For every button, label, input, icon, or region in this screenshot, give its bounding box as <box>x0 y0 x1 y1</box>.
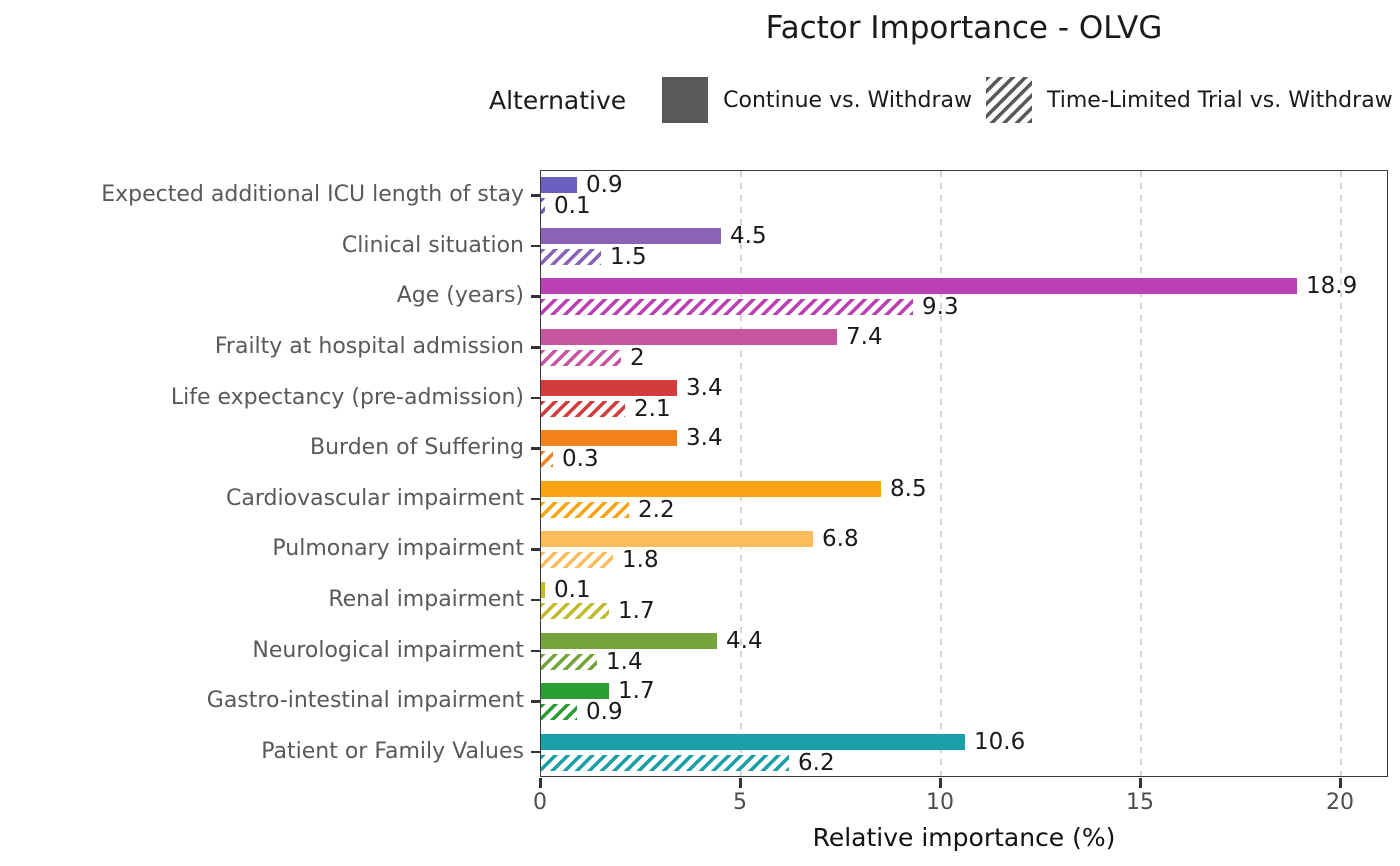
bar-solid-11 <box>541 683 609 700</box>
category-label-6: Burden of Suffering <box>310 435 524 461</box>
bar-hatched-9 <box>541 602 609 619</box>
bar-hatched-10 <box>541 653 597 670</box>
category-label-1: Expected additional ICU length of stay <box>101 182 524 208</box>
bar-solid-10 <box>541 632 717 649</box>
value-label-hatched-1: 0.1 <box>554 193 591 220</box>
value-label-hatched-4: 2 <box>630 345 645 372</box>
value-label-hatched-5: 2.1 <box>634 395 671 422</box>
bar-hatched-1 <box>541 198 545 215</box>
x-tick-20 <box>1339 778 1342 788</box>
y-tick-4 <box>531 346 540 349</box>
bar-solid-7 <box>541 480 881 497</box>
value-label-hatched-9: 1.7 <box>618 597 655 624</box>
value-label-hatched-11: 0.9 <box>586 699 623 726</box>
x-tick-10 <box>939 778 942 788</box>
legend: Alternative Continue vs. Withdraw Time-L… <box>489 76 1393 124</box>
legend-key-hatched-icon <box>986 77 1032 123</box>
value-label-hatched-10: 1.4 <box>606 648 643 675</box>
value-label-solid-3: 18.9 <box>1306 273 1358 300</box>
bar-solid-2 <box>541 227 721 244</box>
category-label-11: Gastro-intestinal impairment <box>206 688 524 714</box>
gridline-x-15 <box>1140 171 1142 776</box>
y-tick-6 <box>531 447 540 450</box>
bar-solid-12 <box>541 733 965 750</box>
category-label-4: Frailty at hospital admission <box>214 334 524 360</box>
chart-title: Factor Importance - OLVG <box>765 10 1163 46</box>
bar-hatched-7 <box>541 501 629 518</box>
x-tick-label-10: 10 <box>926 790 954 815</box>
y-tick-5 <box>531 396 540 400</box>
value-label-hatched-8: 1.8 <box>622 547 659 574</box>
value-label-hatched-7: 2.2 <box>638 496 675 523</box>
y-tick-12 <box>531 750 540 754</box>
x-tick-label-20: 20 <box>1326 790 1354 815</box>
value-label-hatched-2: 1.5 <box>610 243 647 270</box>
bar-hatched-3 <box>541 299 913 316</box>
value-label-solid-7: 8.5 <box>890 475 927 502</box>
x-tick-15 <box>1139 778 1142 788</box>
category-label-3: Age (years) <box>396 283 524 309</box>
value-label-hatched-6: 0.3 <box>562 446 599 473</box>
category-label-10: Neurological impairment <box>252 637 524 663</box>
x-tick-label-0: 0 <box>533 790 547 815</box>
bar-hatched-5 <box>541 400 625 417</box>
gridline-x-5 <box>740 171 742 776</box>
y-tick-10 <box>531 649 540 653</box>
category-label-8: Pulmonary impairment <box>272 536 524 562</box>
bar-solid-3 <box>541 278 1297 295</box>
value-label-solid-12: 10.6 <box>974 728 1026 755</box>
value-label-solid-10: 4.4 <box>726 627 763 654</box>
value-label-hatched-12: 6.2 <box>798 749 835 776</box>
legend-item-tlt-label: Time-Limited Trial vs. Withdraw <box>1047 87 1393 113</box>
y-tick-9 <box>531 598 540 602</box>
category-label-12: Patient or Family Values <box>261 738 524 764</box>
value-label-solid-6: 3.4 <box>686 425 723 452</box>
value-label-solid-1: 0.9 <box>586 172 623 199</box>
bar-hatched-11 <box>541 704 577 721</box>
legend-title: Alternative <box>489 85 627 115</box>
x-tick-0 <box>539 778 542 788</box>
bar-solid-8 <box>541 531 813 548</box>
x-tick-label-15: 15 <box>1126 790 1154 815</box>
x-tick-label-5: 5 <box>733 790 747 815</box>
gridline-x-20 <box>1340 171 1342 776</box>
y-tick-7 <box>531 497 540 501</box>
y-tick-11 <box>531 700 540 703</box>
legend-key-solid-icon <box>662 77 709 123</box>
value-label-solid-2: 4.5 <box>730 222 767 249</box>
value-label-solid-11: 1.7 <box>618 678 655 705</box>
y-tick-8 <box>531 548 540 551</box>
plot-panel: 0.9 0.1 4.5 1.5 18.9 9.3 7.4 2 3.4 2.1 3.4 0.3 8.5 2.… <box>540 170 1388 777</box>
bar-hatched-6 <box>541 451 553 468</box>
bar-hatched-4 <box>541 350 621 367</box>
category-label-9: Renal impairment <box>328 586 524 612</box>
x-axis-title: Relative importance (%) <box>812 823 1116 852</box>
bar-solid-6 <box>541 430 677 447</box>
x-tick-5 <box>739 778 742 788</box>
value-label-solid-5: 3.4 <box>686 374 723 401</box>
bar-solid-4 <box>541 329 837 346</box>
legend-item-continue-label: Continue vs. Withdraw <box>723 87 972 113</box>
category-label-7: Cardiovascular impairment <box>226 485 524 511</box>
category-label-2: Clinical situation <box>341 232 524 258</box>
y-tick-2 <box>531 244 540 248</box>
bar-hatched-8 <box>541 552 613 569</box>
y-tick-3 <box>531 295 540 298</box>
bar-solid-1 <box>541 177 577 194</box>
bar-solid-5 <box>541 379 677 396</box>
value-label-solid-8: 6.8 <box>822 526 859 553</box>
bar-hatched-12 <box>541 754 789 771</box>
category-label-5: Life expectancy (pre-admission) <box>170 384 524 410</box>
value-label-solid-9: 0.1 <box>554 576 591 603</box>
value-label-solid-4: 7.4 <box>846 324 883 351</box>
y-tick-1 <box>531 194 540 197</box>
bar-solid-9 <box>541 581 545 598</box>
value-label-hatched-3: 9.3 <box>922 294 959 321</box>
gridline-x-10 <box>940 171 942 776</box>
bar-hatched-2 <box>541 248 601 265</box>
